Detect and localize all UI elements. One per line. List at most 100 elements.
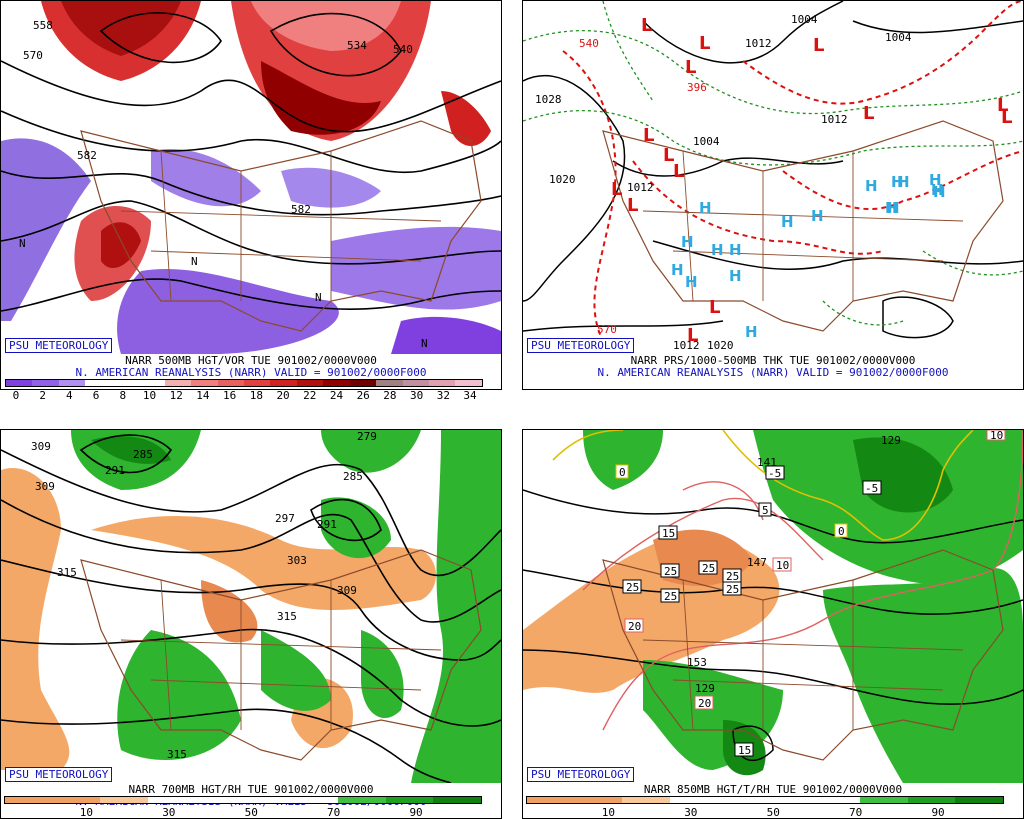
isobar-label: 1012 bbox=[627, 181, 654, 194]
temperature-label: -5 bbox=[765, 465, 785, 480]
contour-label: 129 bbox=[695, 682, 715, 695]
colorbar-tick-label: 34 bbox=[463, 389, 477, 402]
svg-text:25: 25 bbox=[664, 590, 677, 603]
rh-colorbar-ticks: 10 30 50 70 90 bbox=[526, 806, 1004, 819]
colorbar-tick-label: 12 bbox=[169, 389, 183, 402]
high-pressure-marker: H bbox=[745, 323, 758, 341]
isobar-label: 1004 bbox=[885, 31, 912, 44]
contour-label: 582 bbox=[291, 203, 311, 216]
colorbar-swatch bbox=[191, 380, 218, 386]
colorbar-tick-label: 50 bbox=[766, 806, 780, 819]
contour-label: 291 bbox=[105, 464, 125, 477]
colorbar-swatch bbox=[429, 380, 456, 386]
temperature-label: 5 bbox=[758, 502, 772, 517]
contour-label: 582 bbox=[77, 149, 97, 162]
contour-label: 309 bbox=[31, 440, 51, 453]
low-pressure-marker: L bbox=[673, 161, 684, 182]
map-title: NARR PRS/1000-500MB THK TUE 901002/0000V… bbox=[630, 354, 916, 367]
colorbar-tick-label: 90 bbox=[409, 806, 423, 819]
temperature-label: 15 bbox=[734, 742, 754, 757]
vorticity-null-label: N bbox=[191, 255, 198, 268]
colorbar-swatch bbox=[669, 797, 718, 803]
colorbar-swatch bbox=[6, 380, 33, 386]
map-500mb: 558 570 534 540 582 582 N N N N bbox=[1, 1, 501, 354]
svg-text:20: 20 bbox=[628, 620, 641, 633]
svg-text:10: 10 bbox=[990, 430, 1003, 442]
colorbar-swatch bbox=[32, 380, 59, 386]
vorticity-colorbar-ticks: 0 2 4 6 8 10 12 14 16 18 20 22 24 26 28 30 32 34 bbox=[4, 389, 482, 402]
colorbar-tick-label: 18 bbox=[249, 389, 263, 402]
colorbar-tick-label: 14 bbox=[196, 389, 210, 402]
colorbar-tick-label: 24 bbox=[329, 389, 344, 402]
isobar-label: 1004 bbox=[693, 135, 720, 148]
colorbar-tick-label: 90 bbox=[931, 806, 945, 819]
contour-label: 315 bbox=[277, 610, 297, 623]
colorbar-swatch bbox=[85, 380, 112, 386]
colorbar-swatch bbox=[323, 380, 350, 386]
svg-text:-5: -5 bbox=[768, 467, 781, 480]
panel-850mb-temp-rh: 129 141 147 153 129 15 25 25 25 25 25 25… bbox=[522, 429, 1024, 819]
colorbar-swatch bbox=[349, 380, 377, 386]
colorbar-swatch bbox=[138, 380, 165, 386]
colorbar-swatch bbox=[402, 380, 429, 386]
contour-label: 315 bbox=[57, 566, 77, 579]
colorbar-tick-label: 20 bbox=[276, 389, 290, 402]
contour-label: 291 bbox=[317, 518, 337, 531]
isobar-label: 1012 bbox=[673, 339, 700, 352]
contour-label: 540 bbox=[393, 43, 413, 56]
colorbar-tick-label: 22 bbox=[303, 389, 317, 402]
colorbar-swatch bbox=[812, 797, 861, 803]
low-pressure-marker: L bbox=[641, 15, 652, 36]
svg-text:25: 25 bbox=[664, 565, 677, 578]
colorbar-swatch bbox=[111, 380, 139, 386]
thickness-label: 396 bbox=[687, 81, 707, 94]
colorbar-tick-label: 50 bbox=[244, 806, 258, 819]
isobar-label: 1028 bbox=[535, 93, 562, 106]
colorbar-tick-label: 28 bbox=[383, 389, 397, 402]
svg-text:25: 25 bbox=[726, 570, 739, 583]
colorbar-swatch bbox=[764, 797, 813, 803]
map-title: NARR 500MB HGT/VOR TUE 901002/0000V000 bbox=[125, 354, 377, 367]
high-pressure-marker: H bbox=[699, 199, 712, 217]
colorbar-swatch bbox=[385, 797, 434, 803]
contour-label: 297 bbox=[275, 512, 295, 525]
high-pressure-marker: H bbox=[811, 207, 824, 225]
contour-label: 147 bbox=[747, 556, 767, 569]
temperature-label: 15 bbox=[658, 525, 678, 540]
high-pressure-marker: H bbox=[897, 173, 910, 191]
temperature-label: 25 bbox=[698, 560, 718, 575]
low-pressure-marker: L bbox=[687, 325, 698, 346]
colorbar-swatch bbox=[52, 797, 101, 803]
colorbar-swatch bbox=[195, 797, 243, 803]
isobar-label: 1004 bbox=[791, 13, 818, 26]
temperature-label: 25 bbox=[622, 579, 642, 594]
high-pressure-marker: H bbox=[933, 183, 946, 201]
high-pressure-marker: H bbox=[865, 177, 878, 195]
colorbar-swatch bbox=[217, 380, 244, 386]
svg-text:0: 0 bbox=[838, 525, 845, 538]
high-pressure-marker: H bbox=[671, 261, 684, 279]
temperature-label: 0 bbox=[834, 523, 848, 538]
colorbar-tick-label: 32 bbox=[436, 389, 450, 402]
temperature-label: 10 bbox=[772, 557, 792, 572]
low-pressure-marker: L bbox=[709, 297, 720, 318]
temperature-label: 25 bbox=[722, 581, 742, 596]
colorbar-swatch bbox=[147, 797, 196, 803]
colorbar-tick-label: 10 bbox=[142, 389, 157, 402]
isobar-label: 1020 bbox=[549, 173, 576, 186]
map-850mb: 129 141 147 153 129 15 25 25 25 25 25 25… bbox=[523, 430, 1023, 783]
vorticity-colorbar bbox=[5, 379, 483, 387]
colorbar-tick-label: 4 bbox=[66, 389, 73, 402]
temperature-label: 25 bbox=[722, 568, 742, 583]
isobar-label: 1020 bbox=[707, 339, 734, 352]
colorbar-swatch bbox=[164, 380, 192, 386]
contour-label: 315 bbox=[167, 748, 187, 761]
vorticity-null-label: N bbox=[315, 291, 322, 304]
low-pressure-marker: L bbox=[627, 195, 638, 216]
high-pressure-marker: H bbox=[929, 171, 942, 189]
colorbar-swatch bbox=[574, 797, 623, 803]
panel-500mb-vorticity: 558 570 534 540 582 582 N N N N PSU METE… bbox=[0, 0, 502, 390]
high-pressure-marker: H bbox=[885, 199, 898, 217]
